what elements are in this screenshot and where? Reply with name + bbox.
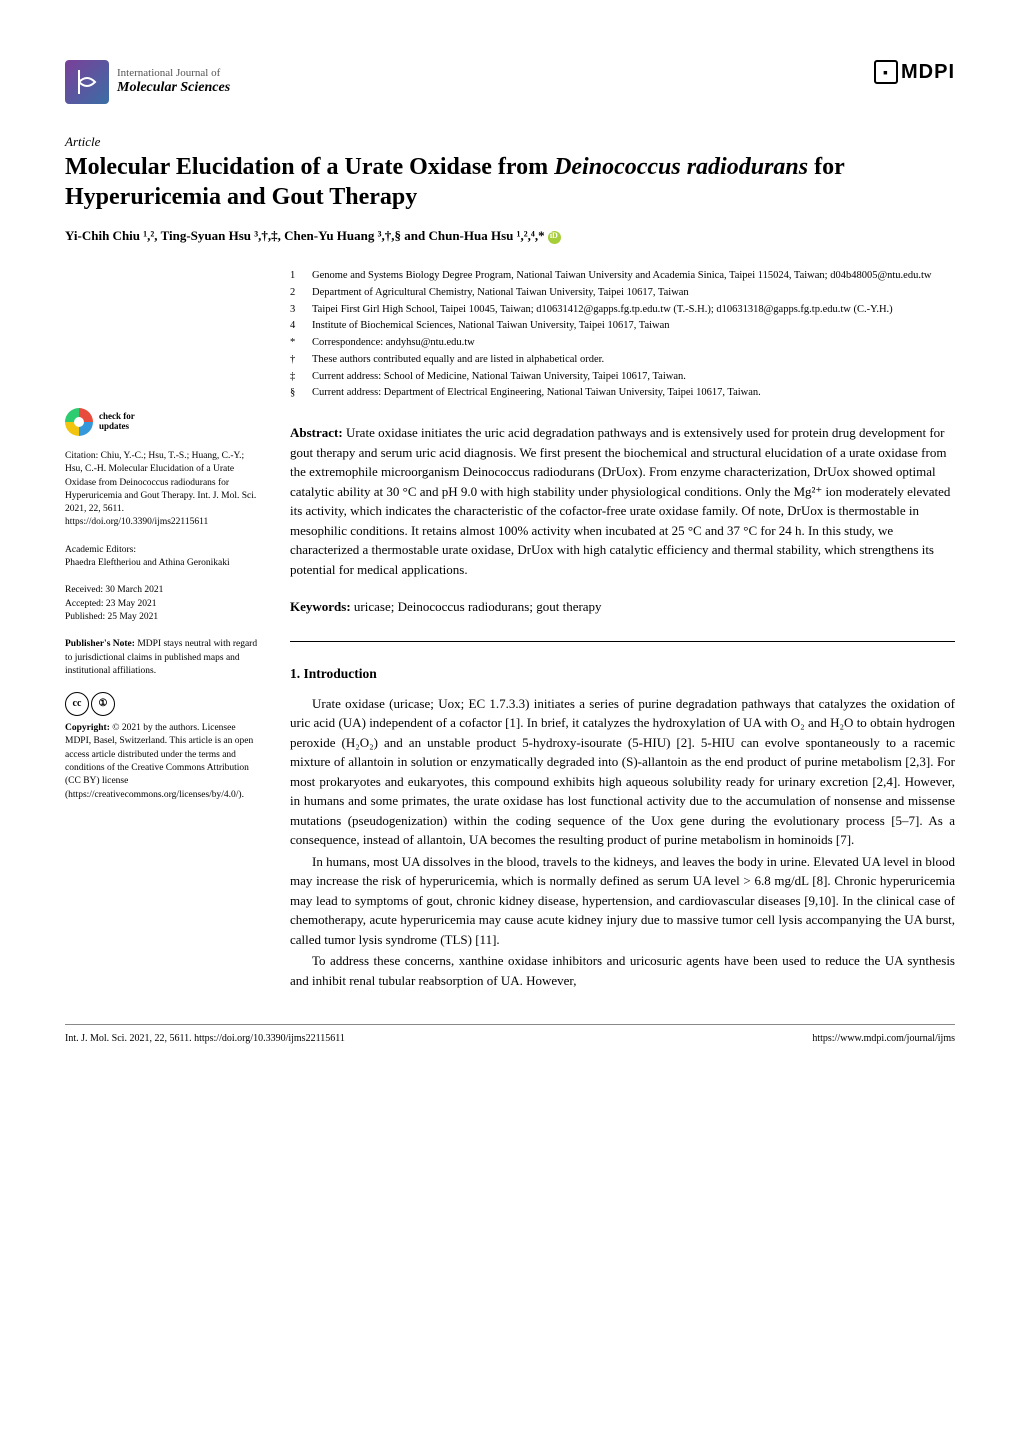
article-title: Molecular Elucidation of a Urate Oxidase…: [65, 152, 955, 212]
check-updates-icon: [65, 408, 93, 436]
title-pre: Molecular Elucidation of a Urate Oxidase…: [65, 154, 554, 180]
affil-num: ‡: [290, 369, 302, 385]
affil-text: Taipei First Girl High School, Taipei 10…: [312, 302, 893, 318]
keywords: Keywords: uricase; Deinococcus radiodura…: [290, 597, 955, 617]
journal-logo-icon: [65, 60, 109, 104]
publisher-logo: ▪ MDPI: [874, 60, 955, 84]
journal-name: International Journal of Molecular Scien…: [117, 67, 230, 97]
cc-logo: cc ①: [65, 692, 260, 716]
cc-icon: cc: [65, 692, 89, 716]
editors-block: Academic Editors: Phaedra Eleftheriou an…: [65, 544, 260, 571]
affil-num: *: [290, 335, 302, 351]
date-received: Received: 30 March 2021: [65, 584, 260, 597]
affil-text: Current address: Department of Electrica…: [312, 385, 761, 401]
footer: Int. J. Mol. Sci. 2021, 22, 5611. https:…: [65, 1024, 955, 1044]
sidebar: check for updates Citation: Chiu, Y.-C.;…: [65, 268, 260, 992]
title-species: Deinococcus radiodurans: [554, 154, 808, 180]
cc-label: Copyright:: [65, 723, 110, 733]
copyright-block: cc ① Copyright: © 2021 by the authors. L…: [65, 692, 260, 802]
check-updates[interactable]: check for updates: [65, 408, 260, 436]
affil-text: Department of Agricultural Chemistry, Na…: [312, 285, 689, 301]
check-line2: updates: [99, 422, 135, 432]
affiliations: 1 Genome and Systems Biology Degree Progr…: [290, 268, 955, 401]
mdpi-icon: ▪: [874, 60, 898, 84]
cc-text: © 2021 by the authors. Licensee MDPI, Ba…: [65, 723, 253, 799]
by-icon: ①: [91, 692, 115, 716]
paragraph: To address these concerns, xanthine oxid…: [290, 951, 955, 990]
date-accepted: Accepted: 23 May 2021: [65, 598, 260, 611]
paragraph: Urate oxidase (uricase; Uox; EC 1.7.3.3)…: [290, 694, 955, 850]
publisher-name: MDPI: [901, 61, 955, 84]
editors-label: Academic Editors:: [65, 544, 260, 557]
authors-text: Yi-Chih Chiu ¹,², Ting-Syuan Hsu ³,†,‡, …: [65, 228, 545, 243]
editors-names: Phaedra Eleftheriou and Athina Geronikak…: [65, 557, 260, 570]
section-heading: 1. Introduction: [290, 664, 955, 684]
affil-num: 2: [290, 285, 302, 301]
citation-block: Citation: Chiu, Y.-C.; Hsu, T.-S.; Huang…: [65, 450, 260, 530]
citation-text: Citation: Chiu, Y.-C.; Hsu, T.-S.; Huang…: [65, 451, 256, 527]
affil-text: These authors contributed equally and ar…: [312, 352, 604, 368]
header: International Journal of Molecular Scien…: [65, 60, 955, 104]
journal-brand: International Journal of Molecular Scien…: [65, 60, 230, 104]
main-content: 1 Genome and Systems Biology Degree Progr…: [290, 268, 955, 992]
affil-num: 1: [290, 268, 302, 284]
authors: Yi-Chih Chiu ¹,², Ting-Syuan Hsu ³,†,‡, …: [65, 228, 955, 244]
abstract-text: Urate oxidase initiates the uric acid de…: [290, 425, 950, 577]
keywords-text: uricase; Deinococcus radiodurans; gout t…: [351, 599, 602, 614]
footer-left: Int. J. Mol. Sci. 2021, 22, 5611. https:…: [65, 1033, 345, 1044]
journal-name-line2: Molecular Sciences: [117, 80, 230, 97]
affil-text: Correspondence: andyhsu@ntu.edu.tw: [312, 335, 475, 351]
dates-block: Received: 30 March 2021 Accepted: 23 May…: [65, 584, 260, 624]
abstract-label: Abstract:: [290, 425, 343, 440]
affil-text: Institute of Biochemical Sciences, Natio…: [312, 318, 670, 334]
divider: [290, 641, 955, 642]
keywords-label: Keywords:: [290, 599, 351, 614]
affil-text: Current address: School of Medicine, Nat…: [312, 369, 686, 385]
paragraph: In humans, most UA dissolves in the bloo…: [290, 852, 955, 950]
affil-num: §: [290, 385, 302, 401]
footer-right: https://www.mdpi.com/journal/ijms: [812, 1033, 955, 1044]
publishers-note: Publisher's Note: MDPI stays neutral wit…: [65, 638, 260, 678]
affil-num: 3: [290, 302, 302, 318]
body-text: Urate oxidase (uricase; Uox; EC 1.7.3.3)…: [290, 694, 955, 991]
article-type: Article: [65, 134, 955, 150]
abstract: Abstract: Urate oxidase initiates the ur…: [290, 423, 955, 579]
journal-name-line1: International Journal of: [117, 67, 230, 80]
note-label: Publisher's Note:: [65, 639, 135, 649]
date-published: Published: 25 May 2021: [65, 611, 260, 624]
affil-text: Genome and Systems Biology Degree Progra…: [312, 268, 931, 284]
affil-num: 4: [290, 318, 302, 334]
affil-num: †: [290, 352, 302, 368]
orcid-icon: [548, 231, 561, 244]
check-updates-text: check for updates: [99, 412, 135, 432]
